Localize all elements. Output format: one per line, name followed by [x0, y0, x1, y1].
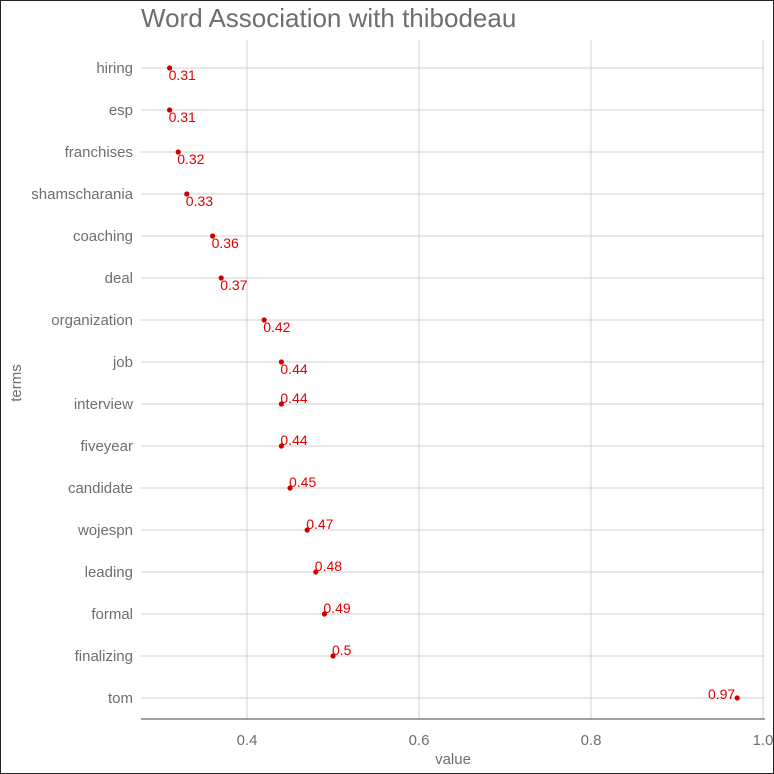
grid-layer [141, 40, 765, 719]
y-tick-label: leading [85, 564, 133, 581]
data-label: 0.47 [306, 516, 333, 532]
data-point [287, 485, 293, 491]
data-point [261, 317, 267, 323]
x-tick-label: 0.8 [581, 732, 602, 749]
y-tick-label: deal [105, 270, 133, 287]
x-tick-label: 0.4 [237, 732, 258, 749]
data-label: 0.44 [280, 390, 307, 406]
data-point [167, 65, 173, 71]
data-point [218, 275, 224, 281]
data-label: 0.33 [186, 193, 213, 209]
data-label: 0.48 [315, 558, 342, 574]
data-point [175, 149, 181, 155]
x-tick-label: 0.6 [409, 732, 430, 749]
x-tick-label: 1.0 [753, 732, 774, 749]
y-tick-label: interview [74, 396, 133, 413]
data-label: 0.32 [177, 151, 204, 167]
y-tick-label: franchises [65, 144, 133, 161]
data-point [313, 569, 319, 575]
y-tick-labels: hiring esp franchises shamscharania coaching… [31, 60, 133, 707]
y-tick-label: esp [109, 102, 133, 119]
data-label: 0.44 [280, 432, 307, 448]
data-label: 0.31 [169, 67, 196, 83]
y-tick-label: tom [108, 690, 133, 707]
data-label: 0.44 [280, 361, 307, 377]
data-point [278, 401, 284, 407]
y-tick-label: organization [51, 312, 133, 329]
data-label: 0.5 [332, 642, 352, 658]
data-point [278, 359, 284, 365]
y-tick-label: job [112, 354, 133, 371]
y-tick-label: formal [91, 606, 133, 623]
data-point [210, 233, 216, 239]
data-label: 0.37 [220, 277, 247, 293]
x-axis-title: value [435, 751, 471, 768]
y-tick-label: fiveyear [80, 438, 133, 455]
y-axis-title: terms [8, 364, 25, 402]
x-tick-labels: 0.4 0.6 0.8 1.0 [237, 732, 774, 749]
data-label: 0.42 [263, 319, 290, 335]
data-label: 0.49 [323, 600, 350, 616]
data-point [321, 611, 327, 617]
y-tick-label: shamscharania [31, 186, 133, 203]
data-point [304, 527, 310, 533]
data-label: 0.45 [289, 474, 316, 490]
y-tick-label: wojespn [77, 522, 133, 539]
data-label: 0.36 [212, 235, 239, 251]
data-point [278, 443, 284, 449]
data-point [734, 695, 740, 701]
y-tick-label: hiring [96, 60, 133, 77]
chart-title: Word Association with thibodeau [141, 3, 517, 33]
data-points [167, 65, 740, 701]
data-label: 0.31 [169, 109, 196, 125]
y-tick-label: coaching [73, 228, 133, 245]
data-point [167, 107, 173, 113]
data-point [184, 191, 190, 197]
data-point [330, 653, 336, 659]
y-tick-label: finalizing [75, 648, 133, 665]
data-label: 0.97 [708, 686, 735, 702]
y-tick-label: candidate [68, 480, 133, 497]
data-labels: 0.31 0.31 0.32 0.33 0.36 0.37 0.42 0.44 0.44 0.44… [169, 67, 736, 702]
